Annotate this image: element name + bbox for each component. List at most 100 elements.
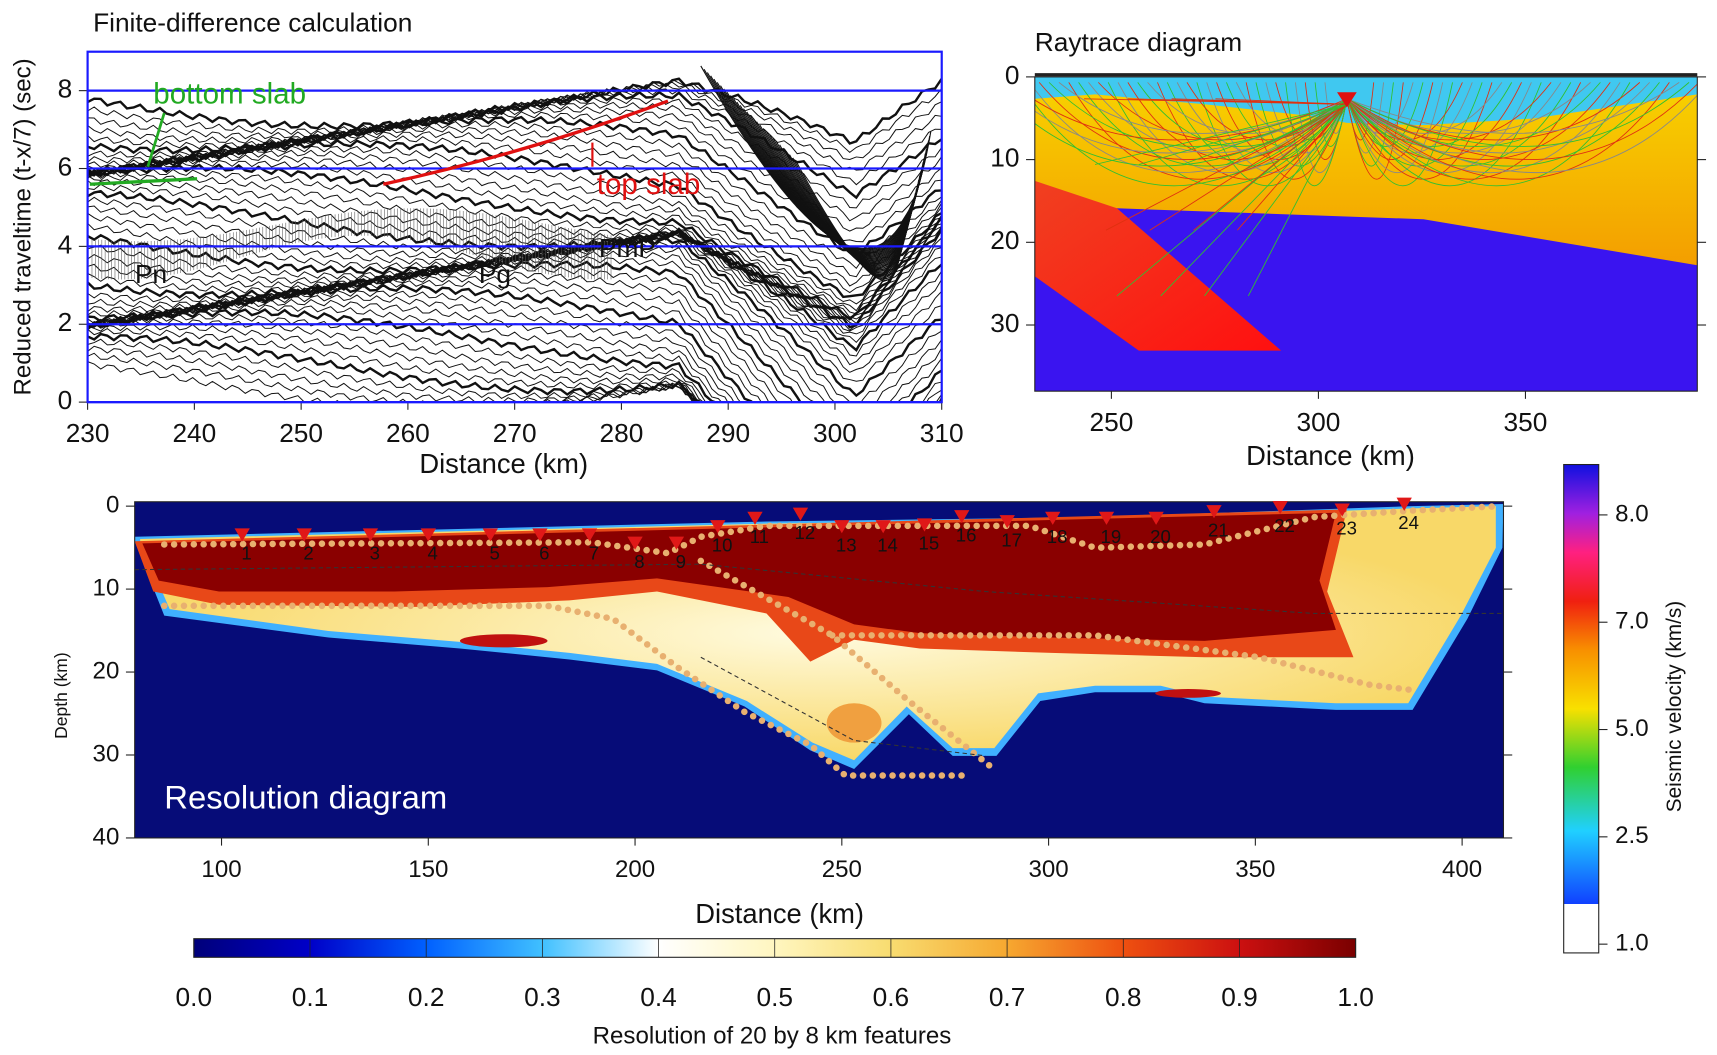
- y-tick-label: 6: [58, 151, 73, 181]
- rays: [1034, 82, 1698, 297]
- patch: [826, 703, 882, 743]
- ray: [1034, 98, 1348, 167]
- station: [792, 507, 809, 521]
- colorbar-tick-label: 5.0: [1615, 715, 1648, 742]
- station: [482, 528, 498, 542]
- trace: [87, 345, 700, 403]
- ray: [1346, 82, 1601, 147]
- trace: [87, 77, 942, 145]
- colorbar-label: Seismic velocity (km/s): [1663, 601, 1686, 812]
- x-tick-label: 250: [1089, 407, 1133, 437]
- x-tick-label: 350: [1235, 856, 1275, 883]
- x-axis-label: Distance (km): [419, 448, 588, 479]
- y-tick-label: 8: [58, 74, 73, 104]
- station-label: 15: [919, 533, 940, 554]
- station-label: 21: [1208, 519, 1229, 540]
- station-label: 3: [370, 543, 380, 564]
- trace: [87, 234, 942, 382]
- trace: [87, 163, 942, 321]
- station: [875, 520, 891, 534]
- station-label: 1: [241, 543, 251, 564]
- ray: [1157, 82, 1348, 180]
- x-tick-label: 290: [706, 418, 750, 448]
- trace: [87, 313, 711, 403]
- seismogram-traces: [87, 65, 942, 403]
- trace: [87, 308, 719, 403]
- ray: [1346, 82, 1670, 180]
- colorbar-tick-label: 0.4: [640, 982, 677, 1012]
- ray: [1346, 82, 1493, 180]
- interface: [828, 632, 1416, 694]
- x-tick-label: 300: [1297, 407, 1341, 437]
- model-line: [700, 656, 986, 757]
- annotation: bottom slab: [153, 77, 306, 110]
- ray: [1346, 82, 1473, 154]
- model-lines: [134, 563, 1504, 757]
- x-tick-label: 310: [920, 418, 964, 448]
- source-marker: [1337, 92, 1357, 108]
- station: [234, 528, 250, 542]
- station-label: 2: [303, 543, 313, 564]
- station-label: 6: [539, 543, 549, 564]
- ray: [1247, 104, 1348, 297]
- ray: [1193, 103, 1348, 231]
- interfaces: [160, 502, 1504, 779]
- trace: [87, 90, 942, 200]
- resolution-map: [134, 501, 1504, 838]
- y-tick-label: 30: [990, 308, 1019, 338]
- x-tick-label: 350: [1504, 407, 1548, 437]
- ray: [1346, 82, 1434, 160]
- colorbar-tick-label: 7.0: [1615, 608, 1648, 635]
- station-label: 12: [794, 522, 815, 543]
- trace: [87, 81, 942, 160]
- patch: [1155, 689, 1221, 698]
- station-label: 9: [676, 551, 686, 572]
- trace: [87, 196, 942, 331]
- ray: [1346, 82, 1572, 167]
- resolution-frame: [134, 501, 1505, 839]
- station: [668, 536, 685, 550]
- trace: [87, 236, 942, 398]
- annotation: PmP: [599, 233, 656, 263]
- ray: [1105, 103, 1348, 231]
- ray: [1346, 82, 1542, 187]
- panel-title: Raytrace diagram: [1035, 27, 1242, 57]
- station: [1045, 511, 1061, 525]
- x-tick-label: 400: [1442, 856, 1482, 883]
- ray: [1346, 82, 1582, 180]
- slab-layer: [1034, 180, 1282, 351]
- station: [627, 536, 643, 550]
- ray: [1346, 82, 1611, 160]
- station-label: 8: [634, 551, 644, 572]
- ray: [1137, 82, 1348, 147]
- trace: [87, 361, 697, 403]
- x-tick-label: 280: [600, 418, 644, 448]
- colorbar-tick-label: 0.1: [292, 982, 329, 1012]
- annotation: Pg: [479, 259, 511, 289]
- station-label: 10: [712, 534, 733, 555]
- station: [1098, 511, 1115, 525]
- ray: [1149, 103, 1348, 231]
- station: [532, 528, 548, 542]
- ray: [1160, 103, 1348, 297]
- interface: [160, 502, 1504, 557]
- ray: [1285, 82, 1348, 187]
- trace: [87, 159, 942, 319]
- x-tick-label: 300: [1028, 856, 1068, 883]
- velocity-colorbar: [1563, 463, 1600, 954]
- colorbar-tick-label: 2.5: [1615, 822, 1648, 849]
- station: [420, 528, 436, 542]
- station-label: 5: [490, 543, 500, 564]
- ray: [1346, 82, 1453, 187]
- y-tick-label: 40: [93, 823, 120, 850]
- station-label: 19: [1101, 526, 1122, 547]
- colorbar-label: Resolution of 20 by 8 km features: [593, 1023, 952, 1050]
- trace: [87, 323, 700, 403]
- station: [834, 520, 850, 534]
- panel-title: Finite-difference calculation: [93, 7, 412, 37]
- station: [1206, 505, 1222, 519]
- y-tick-label: 0: [58, 385, 73, 415]
- panel-title: Resolution diagram: [164, 778, 447, 815]
